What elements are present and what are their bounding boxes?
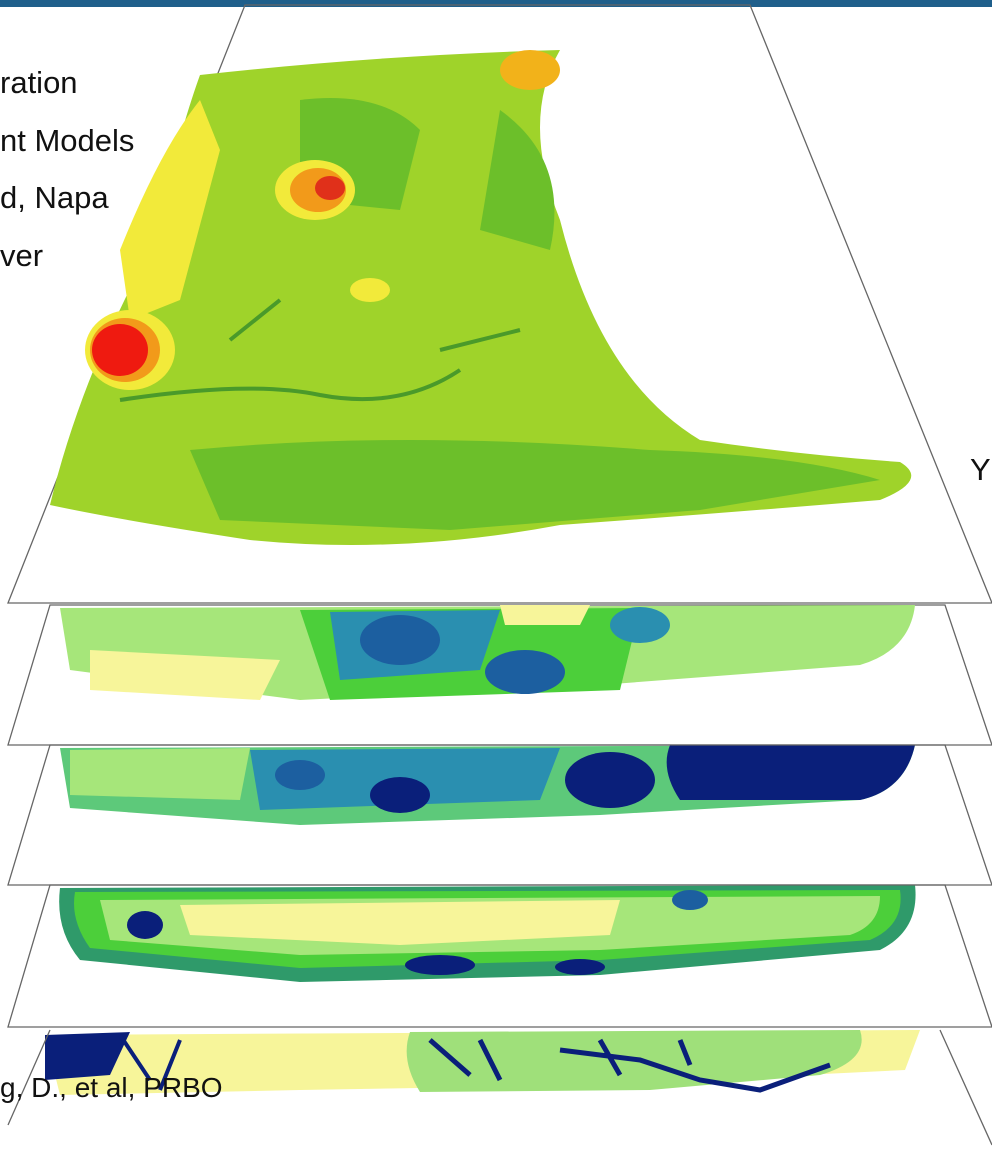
layer-edge	[940, 1030, 992, 1145]
slide-text: Y	[970, 452, 991, 487]
slide-text: nt Models	[0, 123, 134, 158]
credit-text: g, D., et al, PRBO	[0, 1072, 223, 1103]
map-layer-2	[60, 605, 915, 700]
slide-text: d, Napa	[0, 180, 109, 215]
left-text: ration nt Models d, Napa ver	[0, 65, 134, 273]
slide-text: ration	[0, 65, 78, 100]
header-bar	[0, 0, 992, 7]
map-layer-3	[60, 745, 915, 825]
slide-text: ver	[0, 238, 43, 273]
slide: ration nt Models d, Napa ver Y g, D., et…	[0, 0, 992, 1155]
map-layer-4	[59, 885, 915, 982]
map-layer-1	[50, 50, 911, 545]
